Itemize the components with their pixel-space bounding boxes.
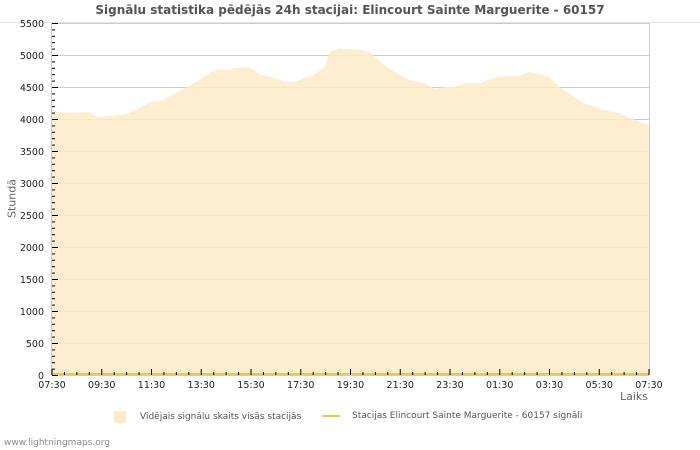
x-axis-ticks: 07:30 09:30 11:30 13:30 15:30 17:30 19:30 21:30… (38, 369, 663, 391)
svg-text:03:30: 03:30 (536, 380, 563, 391)
legend-item-average[interactable]: Vidējais signālu skaits visās stacijās (114, 411, 301, 423)
title-divider (0, 22, 700, 23)
svg-text:17:30: 17:30 (287, 380, 314, 391)
svg-text:4000: 4000 (20, 115, 44, 126)
legend-label-average: Vidējais signālu skaits visās stacijās (140, 412, 302, 422)
svg-text:01:30: 01:30 (486, 380, 513, 391)
svg-text:4500: 4500 (20, 83, 44, 94)
svg-text:1000: 1000 (20, 307, 44, 318)
svg-text:5000: 5000 (20, 51, 44, 62)
svg-text:13:30: 13:30 (188, 380, 215, 391)
svg-text:1500: 1500 (20, 275, 44, 286)
svg-text:500: 500 (26, 339, 44, 350)
svg-text:5500: 5500 (20, 19, 44, 30)
svg-text:11:30: 11:30 (138, 380, 165, 391)
svg-text:0: 0 (38, 371, 44, 382)
svg-text:07:30: 07:30 (635, 380, 662, 391)
y-axis-label: Stundā (5, 179, 19, 218)
chart-title: Signālu statistika pēdējās 24h stacijai:… (95, 3, 605, 17)
legend-label-station: Stacijas Elincourt Sainte Marguerite - 6… (352, 411, 583, 421)
svg-text:05:30: 05:30 (586, 380, 613, 391)
svg-text:3000: 3000 (20, 179, 44, 190)
area-swatch-icon (114, 411, 126, 423)
svg-text:21:30: 21:30 (387, 380, 414, 391)
average-signals-area (52, 48, 649, 375)
svg-text:07:30: 07:30 (38, 380, 65, 391)
site-credit: www.lightningmaps.org (4, 438, 110, 448)
svg-text:15:30: 15:30 (237, 380, 264, 391)
line-swatch-icon (322, 415, 340, 417)
svg-text:19:30: 19:30 (337, 380, 364, 391)
axes (51, 23, 650, 376)
y-axis-ticks: 0 500 1000 1500 2000 2500 3000 3500 4000 4500 5000… (20, 19, 58, 382)
svg-text:2500: 2500 (20, 211, 44, 222)
x-axis-label: Laiks (619, 390, 648, 403)
legend-item-station[interactable]: Stacijas Elincourt Sainte Marguerite - 6… (322, 411, 582, 421)
svg-text:09:30: 09:30 (88, 380, 115, 391)
svg-text:23:30: 23:30 (436, 380, 463, 391)
svg-text:3500: 3500 (20, 147, 44, 158)
svg-text:2000: 2000 (20, 243, 44, 254)
